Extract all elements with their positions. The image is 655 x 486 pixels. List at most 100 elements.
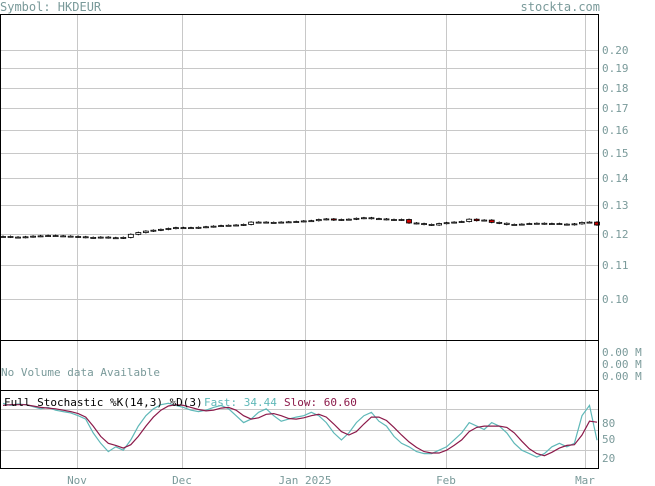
candle-body [120, 237, 127, 239]
candle-body [323, 218, 330, 221]
candle-body [278, 221, 285, 224]
x-tick-label: Jan 2025 [279, 474, 332, 486]
candle-body [330, 218, 337, 221]
x-tick-label: Feb [436, 474, 456, 486]
price-panel-frame [0, 14, 599, 341]
candle-body [142, 230, 149, 233]
stochastic-slow-label: Slow: 60.60 [284, 396, 357, 409]
candle-body [173, 227, 179, 230]
candle-body [300, 220, 307, 223]
no-volume-message: No Volume data Available [1, 366, 160, 379]
candle-body [481, 219, 488, 222]
price-tick-label: 0.10 [602, 293, 629, 306]
candle-body [285, 221, 292, 224]
candle-body [52, 235, 59, 237]
candle-body [22, 236, 29, 239]
price-tick-label: 0.13 [602, 199, 629, 212]
candle-body [518, 223, 525, 226]
candle-body [135, 232, 142, 235]
candle-body [165, 228, 172, 230]
candle-body [428, 224, 435, 226]
volume-grid [77, 341, 586, 390]
candle-body [248, 221, 255, 225]
stochastic-slow-line [2, 404, 598, 457]
candle-body [315, 219, 322, 222]
x-tick-label: Dec [172, 474, 192, 486]
candle-body [473, 218, 480, 222]
candle-body [60, 235, 67, 238]
stochastic-fast-label: Fast: 34.44 [204, 396, 277, 409]
price-tick-label: 0.15 [602, 147, 629, 160]
candle-body [594, 221, 600, 226]
candle-body [82, 236, 89, 239]
price-tick-label: 0.16 [602, 124, 629, 137]
candle-body [571, 223, 578, 226]
candle-body [406, 219, 412, 224]
candle-body [240, 224, 247, 226]
price-y-axis: 0.20 0.19 0.18 0.17 0.16 0.15 0.14 0.13 0.12 0.11… [602, 44, 629, 306]
candle-body [37, 235, 44, 238]
candle-body [451, 221, 458, 224]
candle-body [15, 236, 21, 239]
price-tick-label: 0.12 [602, 228, 629, 241]
candle-body [383, 218, 390, 221]
candle-body [255, 221, 262, 224]
candle-body [496, 221, 503, 224]
candle-body [225, 224, 232, 227]
candle-body [338, 219, 345, 221]
candle-body [353, 217, 360, 220]
volume-tick-label: 0.00 M [602, 370, 642, 383]
candle-body [270, 221, 277, 224]
symbol-label: Symbol: HKDEUR [0, 0, 102, 14]
candle-body [308, 220, 315, 223]
candle-body [67, 235, 74, 238]
candle-body [586, 221, 593, 224]
candle-body [263, 221, 270, 224]
x-tick-label: Nov [67, 474, 87, 486]
candle-body [564, 223, 570, 226]
candle-body [127, 233, 134, 238]
candle-body [345, 218, 352, 221]
x-axis: Nov Dec Jan 2025 Feb Mar [67, 474, 595, 486]
volume-tick-label: 0.00 M [602, 358, 642, 371]
candle-body [541, 222, 548, 225]
price-tick-label: 0.17 [602, 102, 629, 115]
candle-body [511, 224, 518, 226]
candle-body [90, 237, 97, 239]
price-tick-label: 0.20 [602, 44, 629, 57]
stochastic-tick-label: 20 [602, 452, 615, 465]
candle-body [0, 236, 6, 238]
candle-body [391, 219, 397, 221]
price-tick-label: 0.18 [602, 82, 629, 95]
candle-body [195, 226, 202, 229]
candle-body [150, 229, 157, 232]
stochastic-tick-label: 50 [602, 433, 615, 446]
candle-body [466, 218, 473, 222]
candle-body [188, 227, 194, 230]
price-grid [1, 15, 598, 468]
candle-body [533, 222, 540, 225]
price-tick-label: 0.19 [602, 62, 629, 75]
candle-body [413, 222, 420, 225]
candle-body [218, 225, 224, 227]
candle-body [30, 235, 36, 238]
price-candles [0, 216, 600, 240]
candle-body [548, 223, 555, 225]
x-tick-label: Mar [575, 474, 595, 486]
candle-body [97, 236, 104, 239]
candle-body [398, 219, 405, 221]
candle-body [503, 222, 510, 225]
candle-body [75, 236, 82, 238]
candle-body [112, 237, 119, 240]
price-tick-label: 0.11 [602, 259, 629, 272]
candle-body [488, 219, 495, 223]
candle-body [233, 224, 239, 227]
candle-body [368, 217, 375, 220]
candle-body [7, 236, 14, 238]
candle-body [361, 217, 367, 220]
candle-body [579, 221, 585, 225]
candle-body [210, 225, 217, 228]
site-label[interactable]: stockta.com [520, 0, 600, 14]
candle-body [421, 223, 427, 225]
candle-body [526, 223, 533, 225]
